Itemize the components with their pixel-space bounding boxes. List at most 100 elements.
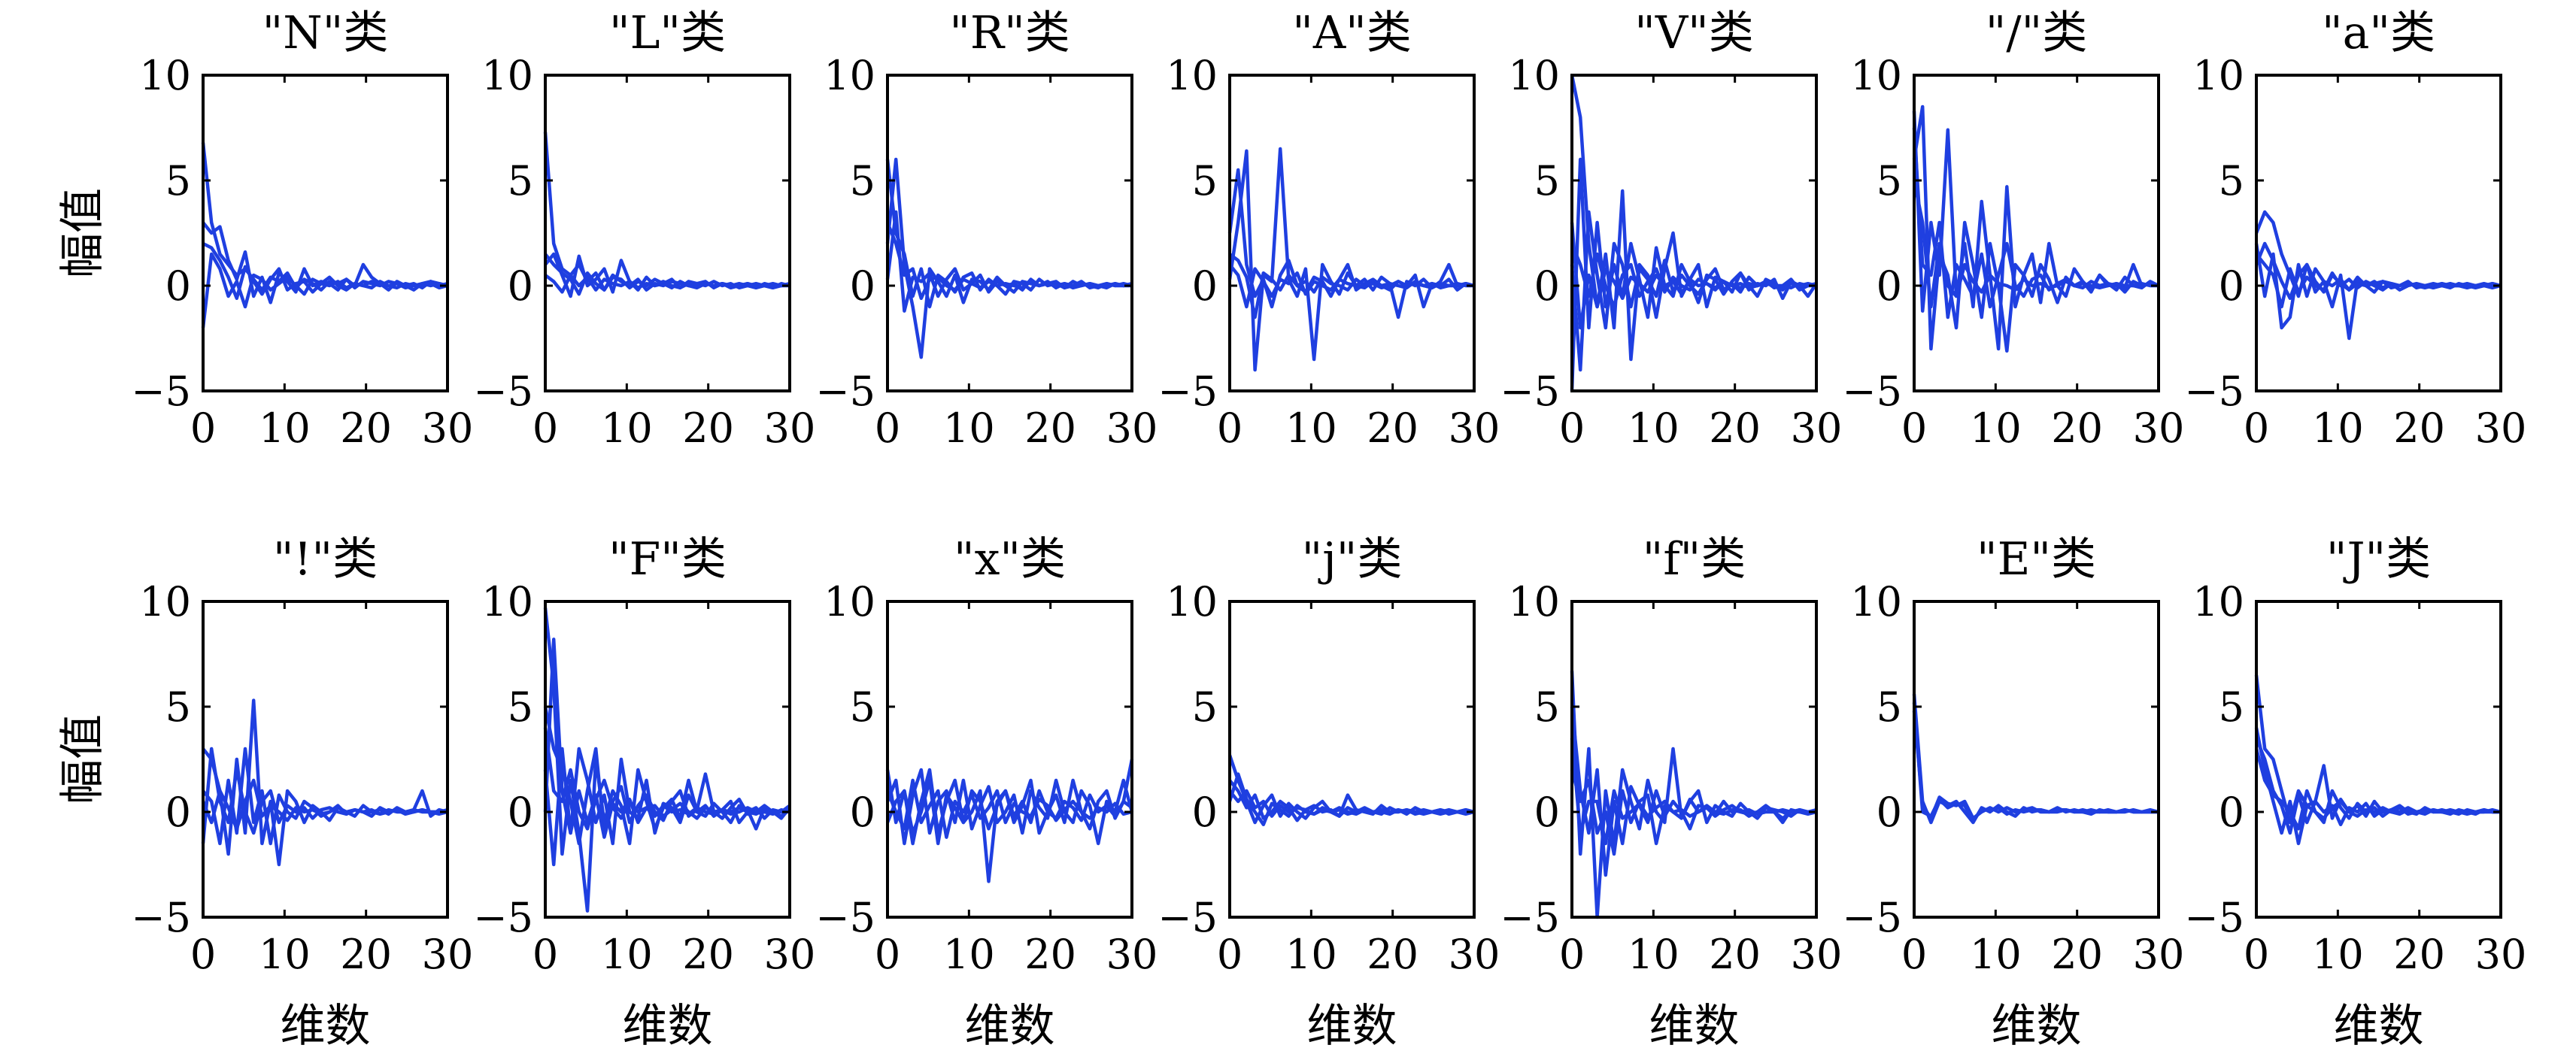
y-tick-label-9-2: 0 (850, 789, 875, 836)
series-line-5-3 (1912, 180, 2159, 309)
y-tick-label-6-3: −5 (2184, 368, 2244, 415)
y-tick-label-10-1: 5 (1192, 683, 1218, 731)
y-tick-label-12-3: −5 (1842, 894, 1902, 941)
plot-frame-8 (544, 600, 791, 919)
x-tick-label-9-1: 10 (943, 931, 995, 978)
series-line-5-1 (1912, 104, 2159, 353)
y-tick-label-9-3: −5 (815, 894, 875, 941)
y-tick-label-3-3: −5 (1158, 368, 1218, 415)
subplot-title-1: "L"类 (609, 7, 726, 59)
y-tick-label-12-1: 5 (1877, 683, 1902, 731)
series-line-12-2 (1912, 702, 2159, 822)
plot-frame-13 (2255, 600, 2502, 919)
y-tick-label-1-3: −5 (473, 368, 533, 415)
subplot-title-11: "f"类 (1643, 533, 1746, 586)
x-tick-label-13-3: 30 (2475, 931, 2527, 978)
series-line-3-3 (1228, 253, 1475, 320)
x-tick-label-12-2: 20 (2051, 931, 2103, 978)
series-line-8-4 (543, 747, 790, 867)
plot-frame-10 (1228, 600, 1476, 919)
y-axis-label-0: 幅值 (56, 188, 109, 278)
x-tick-label-2-2: 20 (1024, 404, 1076, 452)
series-line-11-3 (1570, 738, 1816, 846)
x-tick-label-0-1: 10 (259, 404, 311, 452)
y-tick-label-10-3: −5 (1158, 894, 1218, 941)
series-line-2-2 (885, 210, 1133, 313)
x-tick-label-3-3: 30 (1449, 404, 1500, 452)
series-line-0-2 (201, 252, 448, 329)
x-tick-label-8-2: 20 (682, 931, 734, 978)
series-line-11-1 (1570, 706, 1817, 877)
y-tick-label-5-1: 5 (1877, 157, 1902, 204)
subplot-title-10: "j"类 (1302, 533, 1403, 586)
x-axis-label-6: 维数 (2334, 1000, 2424, 1051)
subplot-title-7: "!"类 (273, 533, 378, 586)
series-line-8-3 (543, 727, 790, 831)
y-tick-label-2-1: 5 (850, 157, 875, 204)
x-tick-label-6-1: 10 (2312, 404, 2364, 452)
x-tick-label-7-2: 20 (340, 931, 392, 978)
x-tick-label-6-3: 30 (2475, 404, 2527, 452)
x-tick-label-13-0: 0 (2244, 931, 2269, 978)
plot-frame-12 (1913, 600, 2160, 919)
subplot-title-4: "V"类 (1634, 7, 1754, 59)
y-tick-label-0-1: 5 (165, 157, 191, 204)
series-line-10-3 (1228, 789, 1474, 818)
subplot-title-2: "R"类 (949, 7, 1070, 59)
x-tick-label-3-1: 10 (1285, 404, 1337, 452)
y-tick-label-6-0: 10 (2192, 52, 2244, 99)
series-line-13-0 (2254, 674, 2502, 825)
x-tick-label-8-1: 10 (601, 931, 653, 978)
series-line-2-3 (885, 222, 1132, 301)
y-tick-label-11-2: 0 (1534, 789, 1560, 836)
plot-frame-3 (1228, 74, 1476, 392)
series-line-6-3 (2254, 241, 2502, 301)
x-tick-label-1-2: 20 (682, 404, 734, 452)
series-line-1-3 (544, 253, 790, 296)
x-tick-label-6-2: 20 (2393, 404, 2445, 452)
series-line-13-2 (2254, 738, 2501, 835)
y-tick-label-4-1: 5 (1534, 157, 1560, 204)
y-tick-label-2-3: −5 (815, 368, 875, 415)
y-tick-label-13-3: −5 (2184, 894, 2244, 941)
y-tick-label-3-1: 5 (1192, 157, 1218, 204)
series-line-5-0 (1912, 111, 2160, 351)
x-tick-label-11-2: 20 (1709, 931, 1761, 978)
y-tick-label-2-2: 0 (850, 262, 875, 310)
series-line-7-1 (202, 747, 448, 846)
x-tick-label-5-0: 0 (1901, 404, 1927, 452)
x-tick-label-4-1: 10 (1628, 404, 1679, 452)
y-tick-label-10-2: 0 (1192, 789, 1218, 836)
y-tick-label-12-0: 10 (1850, 578, 1902, 625)
series-line-4-0 (1570, 74, 1818, 362)
x-tick-label-11-0: 0 (1559, 931, 1585, 978)
y-tick-label-9-0: 10 (824, 578, 875, 625)
y-tick-label-12-2: 0 (1877, 789, 1902, 836)
subplot-title-12: "E"类 (1977, 533, 2096, 586)
y-tick-label-8-3: −5 (473, 894, 533, 941)
series-line-9-2 (885, 778, 1133, 846)
subplot-title-8: "F"类 (608, 533, 727, 586)
x-tick-label-13-1: 10 (2312, 931, 2364, 978)
y-tick-label-5-0: 10 (1850, 52, 1902, 99)
x-tick-label-1-1: 10 (601, 404, 653, 452)
series-line-11-0 (1570, 671, 1817, 919)
x-tick-label-11-3: 30 (1791, 931, 1843, 978)
y-tick-label-1-1: 5 (508, 157, 533, 204)
x-tick-label-12-3: 30 (2133, 931, 2185, 978)
x-tick-label-7-3: 30 (422, 931, 474, 978)
x-tick-label-8-3: 30 (764, 931, 816, 978)
plot-frame-6 (2255, 74, 2502, 392)
y-tick-label-7-1: 5 (165, 683, 191, 731)
x-tick-label-1-3: 30 (764, 404, 816, 452)
y-tick-label-7-3: −5 (131, 894, 191, 941)
x-tick-label-5-2: 20 (2051, 404, 2103, 452)
y-tick-label-5-2: 0 (1877, 262, 1902, 310)
x-tick-label-5-3: 30 (2133, 404, 2185, 452)
x-tick-label-0-3: 30 (422, 404, 474, 452)
y-tick-label-3-2: 0 (1192, 262, 1218, 310)
plot-frame-7 (202, 600, 449, 919)
subplot-title-0: "N"类 (262, 7, 389, 59)
x-tick-label-2-1: 10 (943, 404, 995, 452)
